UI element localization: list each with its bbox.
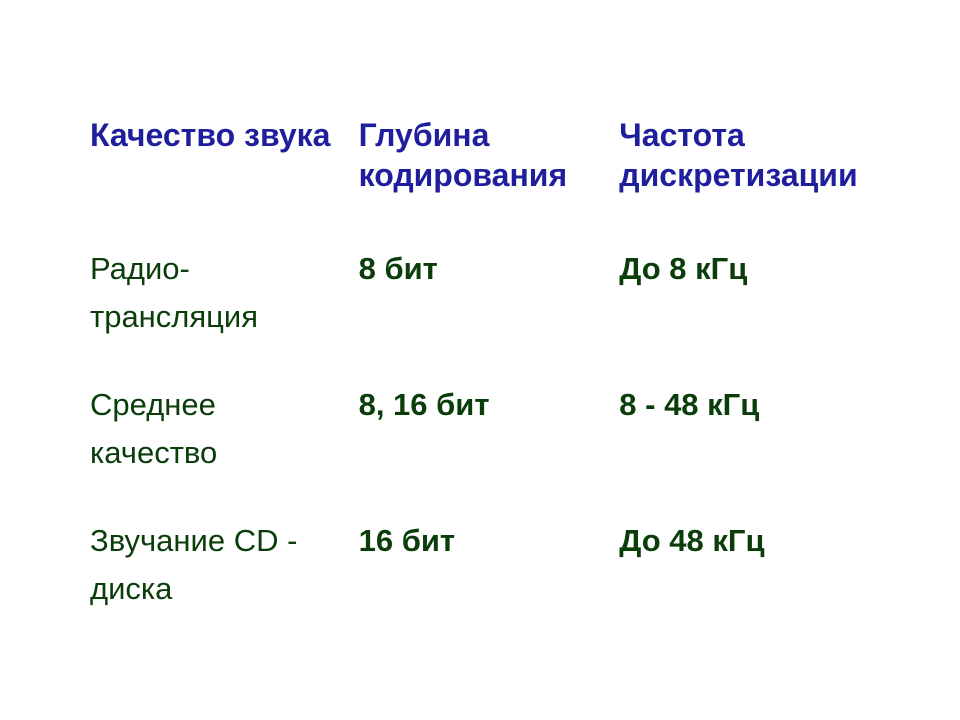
cell-depth: 16 бит xyxy=(359,517,620,653)
cell-depth: 8 бит xyxy=(359,245,620,381)
cell-freq: До 8 кГц xyxy=(619,245,880,381)
cell-quality: Радио-трансляция xyxy=(90,245,359,381)
cell-depth: 8, 16 бит xyxy=(359,381,620,517)
cell-quality: Среднее качество xyxy=(90,381,359,517)
column-header-quality: Качество звука xyxy=(90,115,359,245)
cell-quality: Звучание CD - диска xyxy=(90,517,359,653)
cell-freq: До 48 кГц xyxy=(619,517,880,653)
audio-quality-table: Качество звука Глубина кодирования Часто… xyxy=(90,115,880,653)
column-header-depth: Глубина кодирования xyxy=(359,115,620,245)
table-header-row: Качество звука Глубина кодирования Часто… xyxy=(90,115,880,245)
page-container: Качество звука Глубина кодирования Часто… xyxy=(0,0,960,653)
column-header-freq: Частота дискретизации xyxy=(619,115,880,245)
table-row: Звучание CD - диска 16 бит До 48 кГц xyxy=(90,517,880,653)
table-row: Радио-трансляция 8 бит До 8 кГц xyxy=(90,245,880,381)
table-row: Среднее качество 8, 16 бит 8 - 48 кГц xyxy=(90,381,880,517)
cell-freq: 8 - 48 кГц xyxy=(619,381,880,517)
